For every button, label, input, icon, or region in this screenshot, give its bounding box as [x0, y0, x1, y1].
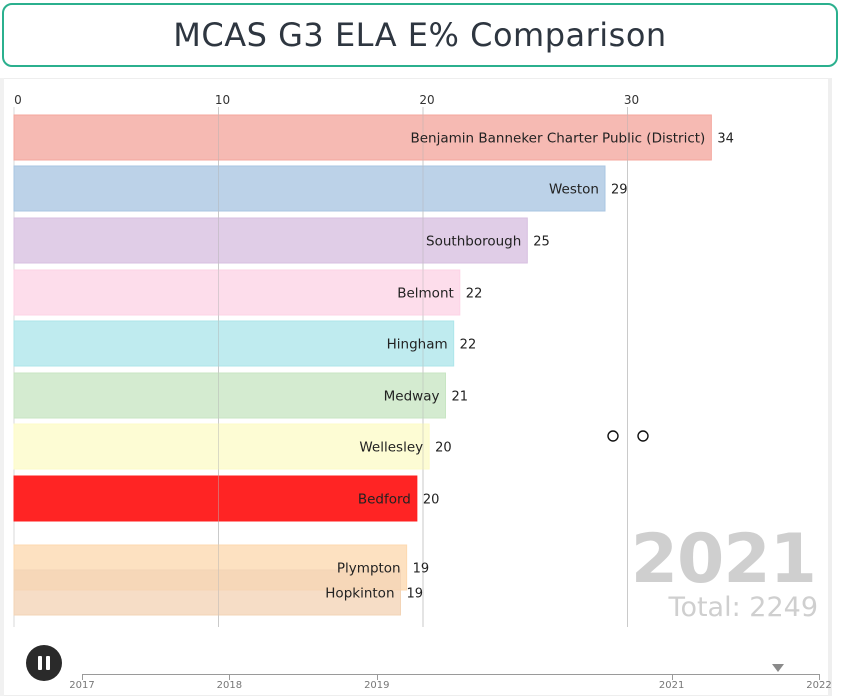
timeline-tick [376, 674, 378, 680]
bar-category-label: Belmont [397, 286, 454, 302]
timeline-tick [671, 674, 673, 680]
bar[interactable] [13, 165, 606, 212]
timeline-tick [819, 674, 820, 680]
pause-icon [38, 656, 42, 670]
bar-value-label: 22 [466, 287, 483, 302]
x-tick-label: 20 [419, 93, 434, 107]
timeline-tick [82, 674, 83, 680]
pause-icon-bar [46, 656, 50, 670]
x-tick-label: 0 [14, 93, 22, 107]
bar-value-label: 29 [611, 183, 628, 198]
bar[interactable] [13, 569, 402, 616]
bar-value-label: 34 [717, 132, 734, 147]
bar[interactable] [13, 269, 461, 316]
bar[interactable] [13, 320, 455, 367]
bar[interactable] [13, 475, 418, 522]
cursor-circle-marker [607, 430, 619, 442]
bar-category-label: Hingham [387, 337, 448, 353]
panel-right-edge [828, 78, 832, 696]
timeline-year-label[interactable]: 2021 [658, 680, 685, 691]
current-year-label: 2021 [630, 520, 817, 599]
timeline-tick [229, 674, 231, 680]
bar[interactable] [13, 217, 528, 264]
bar[interactable] [13, 114, 712, 161]
chart-title: MCAS G3 ELA E% Comparison [173, 16, 667, 54]
timeline-year-label[interactable]: 2018 [216, 680, 243, 691]
panel-left-edge [0, 78, 4, 696]
bar[interactable] [13, 423, 430, 470]
bar-category-label: Weston [549, 182, 599, 198]
bar-value-label: 19 [407, 587, 424, 602]
timeline-track[interactable] [82, 674, 819, 675]
bar-value-label: 22 [460, 338, 477, 353]
bar-value-label: 19 [413, 562, 430, 577]
bar-category-label: Benjamin Banneker Charter Public (Distri… [410, 131, 705, 147]
timeline-year-label[interactable]: 2022 [806, 680, 832, 691]
bar-category-label: Wellesley [359, 440, 423, 456]
bar-value-label: 20 [423, 493, 440, 508]
bar-value-label: 25 [533, 235, 550, 250]
chart-title-box: MCAS G3 ELA E% Comparison [2, 3, 838, 67]
bar-category-label: Southborough [426, 234, 521, 250]
x-tick-label: 30 [624, 93, 639, 107]
x-tick-label: 10 [215, 93, 230, 107]
bar-category-label: Plympton [337, 561, 401, 577]
bar-category-label: Bedford [358, 492, 411, 508]
bar-category-label: Hopkinton [325, 586, 394, 602]
cursor-circle-marker [637, 430, 649, 442]
pause-button[interactable] [26, 645, 62, 681]
timeline-year-label[interactable]: 2017 [69, 680, 95, 691]
timeline-year-label[interactable]: 2019 [364, 680, 390, 691]
bar-value-label: 20 [435, 441, 452, 456]
timeline-position-marker[interactable] [771, 664, 784, 672]
total-label: Total: 2249 [668, 592, 818, 623]
bar[interactable] [13, 372, 446, 419]
bar-value-label: 21 [451, 390, 468, 405]
bar-category-label: Medway [384, 389, 440, 405]
